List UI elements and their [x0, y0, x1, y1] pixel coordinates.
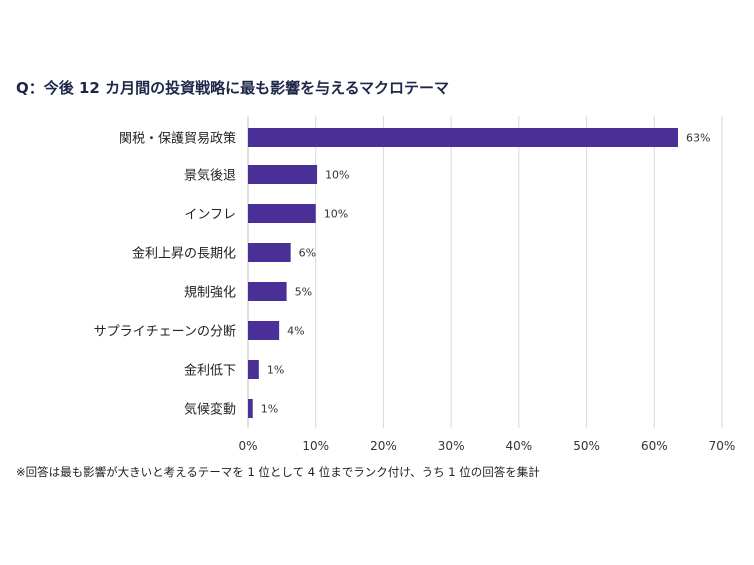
footnote: ※回答は最も影響が大きいと考えるテーマを 1 位として 4 位までランク付け、う… — [16, 465, 540, 479]
data-label: 4% — [287, 325, 304, 338]
bar — [248, 204, 316, 223]
bar — [248, 360, 259, 379]
x-tick-label: 60% — [641, 439, 668, 453]
bar — [248, 128, 678, 147]
data-label: 6% — [299, 247, 316, 260]
x-tick-label: 40% — [506, 439, 533, 453]
category-label: 関税・保護貿易政策 — [119, 131, 236, 147]
data-label: 10% — [324, 208, 348, 221]
x-tick-label: 50% — [573, 439, 600, 453]
category-label: インフレ — [184, 208, 236, 223]
bar — [248, 165, 318, 184]
x-tick-label: 70% — [709, 439, 736, 453]
x-tick-label: 20% — [370, 439, 397, 453]
category-label: 気候変動 — [184, 402, 236, 418]
bar — [248, 399, 253, 418]
x-tick-label: 0% — [238, 439, 257, 453]
data-label: 1% — [261, 403, 278, 416]
chart-title: Q：今後 12 カ月間の投資戦略に最も影響を与えるマクロテーマ — [16, 79, 450, 97]
category-label: 金利上昇の長期化 — [132, 246, 236, 262]
data-label: 10% — [325, 169, 349, 182]
bar — [248, 321, 280, 340]
data-label: 63% — [686, 132, 710, 145]
category-label: 景気後退 — [184, 168, 236, 184]
category-label: サプライチェーンの分断 — [94, 325, 236, 340]
category-label: 金利低下 — [184, 363, 236, 379]
x-tick-label: 30% — [438, 439, 465, 453]
bar — [248, 243, 291, 262]
bar — [248, 282, 287, 301]
category-label: 規制強化 — [184, 286, 236, 301]
x-tick-label: 10% — [302, 439, 329, 453]
data-label: 1% — [267, 364, 284, 377]
data-label: 5% — [295, 286, 312, 299]
